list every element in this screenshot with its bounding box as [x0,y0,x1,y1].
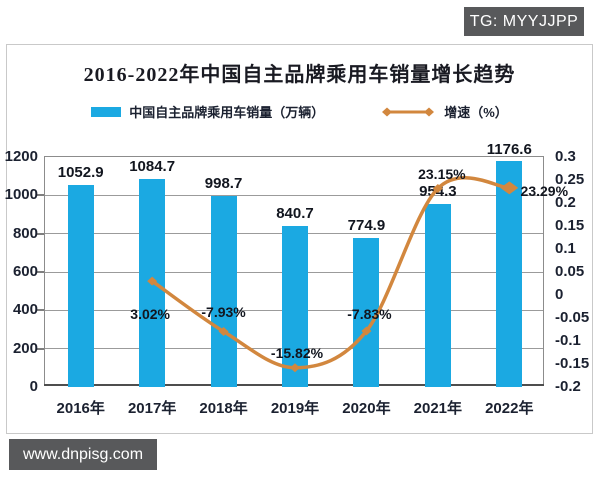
y-axis-tick [36,194,44,197]
bar-value-label: 1084.7 [129,158,176,176]
plot-area: 1200 1000 800 600 400 200 0 0.3 0.25 0.2 0.15 0.1 0.… [5,141,590,418]
x-axis-category-label: 2017年 [127,400,177,417]
chart-panel: 2016-2022年中国自主品牌乘用车销量增长趋势 中国自主品牌乘用车销量（万辆… [5,44,593,434]
legend-growth-label: 增速（%） [444,105,508,120]
sales-bar [424,204,451,387]
bar-value-label: 1176.6 [486,140,532,158]
y-axis-tick [36,347,44,350]
right-axis-tick-label: 0.1 [555,240,576,257]
y-axis-tick [36,271,44,273]
right-axis-tick-label: -0.1 [555,332,581,349]
site-watermark-badge: www.dnpisg.com [9,439,157,470]
bar-value-label: 840.7 [276,204,314,222]
y-axis-tick [36,309,44,312]
sales-bar [282,225,308,387]
left-axis-tick-label: 400 [12,301,38,319]
right-axis-tick-label: 0.2 [555,194,576,211]
chart-title: 2016-2022年中国自主品牌乘用车销量增长趋势 [83,64,516,86]
x-axis-category-label: 2019年 [270,400,320,417]
right-axis-tick-label: -0.05 [555,309,590,326]
growth-percent-label: -15.82% [270,344,324,361]
growth-line [150,176,512,370]
x-axis-category-label: 2018年 [199,400,248,417]
chart-legend: 中国自主品牌乘用车销量（万辆） 增速（%） [7,102,592,121]
legend-item-sales: 中国自主品牌乘用车销量（万辆） [91,102,324,121]
bar-series-swatch-icon [91,106,122,117]
x-axis-category-label: 2016年 [56,400,105,417]
sales-bar [139,179,166,387]
growth-percent-label: 23.15% [418,165,466,182]
left-axis-tick-label: 1000 [4,186,38,204]
left-axis-tick-label: 600 [12,263,38,280]
bar-value-label: 954.3 [419,183,457,201]
left-axis-tick-label: 200 [12,339,38,357]
x-axis-category-label: 2021年 [413,400,463,417]
left-axis-tick-label: 800 [12,224,38,242]
left-axis-tick-label: 1200 [4,148,38,165]
right-axis-tick-label: 0.3 [555,148,576,165]
legend-item-growth: 增速（%） [380,102,508,121]
right-axis-tick-label: -0.15 [555,355,590,372]
right-axis-tick-label: 0 [555,286,564,303]
line-series-swatch-icon [382,107,435,116]
sales-bar [496,161,523,387]
bar-value-label: 998.7 [204,174,243,192]
growth-percent-label: -7.93% [201,304,246,321]
left-axis-tick-label: 0 [29,378,38,395]
legend-sales-label: 中国自主品牌乘用车销量（万辆） [129,105,325,120]
growth-percent-label: 23.29% [520,182,569,199]
right-axis-tick-label: -0.2 [555,378,581,395]
sales-bar [210,195,237,387]
y-axis-tick [36,232,44,235]
x-axis-category-label: 2022年 [485,400,534,417]
sales-bar [67,185,94,387]
bar-value-label: 774.9 [347,217,386,235]
growth-percent-label: -7.83% [347,306,392,323]
x-axis-category-label: 2020年 [342,400,391,417]
right-axis-tick-label: 0.25 [555,171,585,188]
tg-watermark-badge: TG: MYYJJPP [464,7,584,36]
right-axis-tick-label: 0.15 [555,217,585,234]
growth-percent-label: 3.02% [130,306,170,323]
right-axis-tick-label: 0.05 [555,263,585,280]
bar-value-label: 1052.9 [57,164,104,182]
